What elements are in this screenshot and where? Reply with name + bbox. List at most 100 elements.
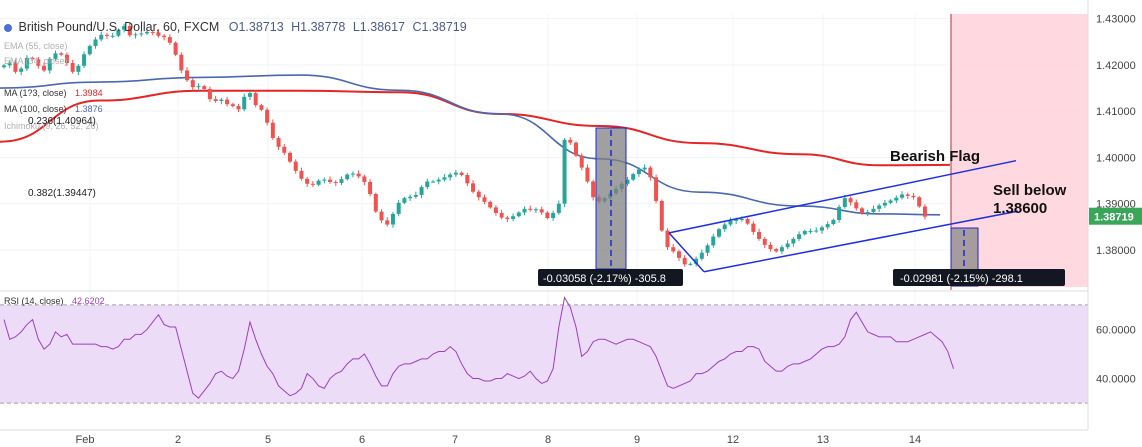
candle-body[interactable] [922, 206, 927, 217]
candle-body[interactable] [694, 258, 699, 264]
flag-channel[interactable] [668, 159, 1019, 273]
candle-body[interactable] [659, 200, 664, 231]
candle-body[interactable] [814, 230, 819, 232]
candle-body[interactable] [13, 62, 18, 72]
candle-body[interactable] [585, 167, 590, 182]
candle-body[interactable] [837, 206, 842, 220]
candle-body[interactable] [236, 106, 241, 110]
candle-body[interactable] [505, 217, 510, 219]
candle-body[interactable] [911, 195, 916, 198]
candle-body[interactable] [322, 179, 327, 181]
candle-body[interactable] [202, 86, 207, 89]
candle-body[interactable] [436, 179, 441, 182]
channel-upper-line[interactable] [668, 159, 1017, 234]
candle-body[interactable] [751, 223, 756, 232]
candle-body[interactable] [316, 180, 321, 185]
candle-body[interactable] [699, 252, 704, 259]
candle-body[interactable] [390, 213, 395, 225]
candle-body[interactable] [528, 208, 533, 210]
rsi-legend[interactable]: RSI (14, close) 42.6202 [4, 296, 105, 306]
candle-body[interactable] [24, 57, 29, 69]
candle-body[interactable] [854, 202, 859, 209]
candle-body[interactable] [682, 257, 687, 265]
candle-body[interactable] [591, 181, 596, 198]
candle-body[interactable] [87, 45, 92, 55]
candle-body[interactable] [797, 234, 802, 239]
candle-body[interactable] [2, 65, 6, 68]
candle-body[interactable] [82, 54, 87, 66]
candle-body[interactable] [900, 194, 905, 198]
candle-body[interactable] [476, 191, 481, 198]
candle-body[interactable] [305, 178, 310, 184]
candle-body[interactable] [127, 26, 132, 36]
candle-body[interactable] [488, 201, 493, 208]
candle-body[interactable] [465, 175, 470, 184]
candle-body[interactable] [579, 155, 584, 168]
candle-body[interactable] [253, 93, 258, 106]
candle-body[interactable] [877, 205, 882, 209]
candle-body[interactable] [665, 230, 670, 248]
candle-body[interactable] [779, 247, 784, 252]
candle-body[interactable] [162, 35, 167, 38]
candle-body[interactable] [453, 172, 458, 175]
candle-body[interactable] [30, 57, 35, 60]
candle-body[interactable] [894, 197, 899, 201]
candle-body[interactable] [19, 68, 24, 72]
candle-body[interactable] [385, 220, 390, 225]
candle-body[interactable] [574, 142, 578, 156]
candle-body[interactable] [688, 263, 693, 265]
candle-body[interactable] [860, 208, 864, 214]
candle-body[interactable] [156, 32, 161, 36]
candle-body[interactable] [167, 37, 172, 43]
candle-body[interactable] [7, 62, 12, 66]
candle-body[interactable] [831, 219, 836, 225]
candle-body[interactable] [511, 216, 516, 219]
candle-body[interactable] [493, 207, 498, 213]
candle-body[interactable] [225, 99, 230, 105]
candle-body[interactable] [116, 29, 121, 36]
candle-body[interactable] [259, 105, 264, 110]
candle-body[interactable] [99, 34, 104, 40]
candle-body[interactable] [431, 181, 435, 183]
candle-body[interactable] [293, 161, 298, 171]
candle-body[interactable] [522, 208, 527, 213]
candle-body[interactable] [207, 88, 212, 100]
candle-body[interactable] [734, 219, 739, 221]
candle-body[interactable] [533, 209, 538, 211]
candle-body[interactable] [110, 35, 115, 37]
channel-lower-line[interactable] [703, 210, 1019, 273]
candle-body[interactable] [762, 238, 767, 245]
candle-body[interactable] [842, 198, 847, 207]
candle-body[interactable] [133, 34, 138, 36]
candle-body[interactable] [791, 238, 796, 244]
candle-body[interactable] [516, 212, 521, 217]
candle-body[interactable] [562, 139, 567, 204]
legend-ma100[interactable]: MA (100, close) 1.3876 [4, 104, 103, 114]
candle-body[interactable] [459, 172, 464, 176]
candle-body[interactable] [419, 187, 424, 195]
candle-body[interactable] [539, 209, 544, 213]
candle-body[interactable] [556, 203, 561, 213]
candle-body[interactable] [47, 58, 52, 71]
candle-body[interactable] [625, 179, 630, 184]
candle-body[interactable] [219, 99, 224, 101]
candle-body[interactable] [865, 212, 870, 214]
candle-body[interactable] [442, 177, 447, 180]
candle-body[interactable] [76, 65, 81, 72]
candle-body[interactable] [848, 198, 853, 203]
candle-body[interactable] [288, 152, 292, 162]
legend-ichimoku[interactable]: Ichimoku (9, 26, 52, 26) [4, 121, 99, 131]
candle-body[interactable] [373, 193, 378, 212]
candle-body[interactable] [819, 227, 824, 231]
candle-body[interactable] [299, 170, 304, 179]
candle-body[interactable] [808, 231, 813, 233]
candle-body[interactable] [545, 212, 550, 219]
legend-ema34[interactable]: EMA (34, close) [4, 56, 68, 66]
candle-body[interactable] [345, 174, 350, 180]
candle-body[interactable] [717, 229, 721, 237]
candle-body[interactable] [190, 80, 195, 88]
candle-body[interactable] [739, 218, 744, 220]
candle-body[interactable] [36, 59, 41, 66]
candle-body[interactable] [671, 247, 676, 252]
candle-body[interactable] [802, 231, 807, 235]
